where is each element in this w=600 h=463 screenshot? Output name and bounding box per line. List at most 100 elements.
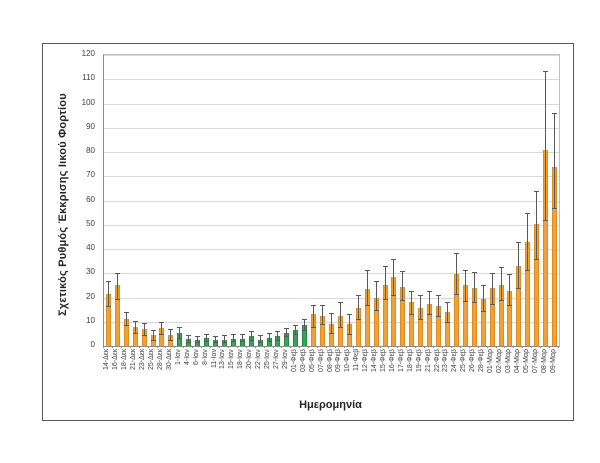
x-tick-mark [495,346,497,348]
error-bar-cap [436,295,442,297]
error-bar-cap [150,330,156,332]
error-bar [161,321,163,334]
bar [525,241,531,346]
bar [534,223,540,346]
error-bar-cap [141,335,147,337]
x-tick-label: 25-Ιαν [264,349,272,369]
error-bar-cap [552,207,558,209]
bar [248,336,254,346]
x-tick-mark [227,346,229,348]
error-bar-cap [364,269,370,271]
x-tick-label: 28-Φεβ [478,349,486,372]
bar [543,149,549,346]
x-tick-mark [442,346,444,348]
x-tick-mark [531,346,533,348]
x-tick-mark [468,346,470,348]
bar [453,274,459,346]
x-tick-mark [334,346,336,348]
error-bar-cap [123,325,129,327]
gridline [104,200,559,202]
x-tick-mark [210,346,212,348]
gridline [104,249,559,250]
error-bar-cap [382,265,388,267]
bar [293,330,299,346]
bar [507,291,513,346]
y-tick-label: 20 [86,291,95,301]
error-bar [357,295,359,320]
error-bar-cap [266,341,272,343]
x-tick-label: 27-Ιαν [272,349,280,369]
x-tick-label: 02-Μαρ [496,349,503,373]
error-bar-cap [329,332,334,334]
gridline [104,176,559,178]
error-bar-cap [400,270,406,272]
x-tick-mark [433,346,435,348]
error-bar-cap [204,333,210,335]
error-bar [527,212,529,270]
error-bar-cap [516,241,522,243]
bar [480,298,486,346]
error-bar-cap [373,280,379,282]
error-bar [197,336,199,343]
error-bar [482,285,484,311]
x-tick-label: 08-Μαρ [540,349,548,373]
error-bar-cap [114,273,120,275]
y-tick-label: 110 [82,73,95,83]
error-bar-cap [409,314,415,316]
x-tick-mark [174,346,176,348]
error-bar-cap [453,293,459,295]
x-tick-mark [388,346,390,348]
x-tick-label: 18-Φεβ [406,349,414,372]
x-tick-mark [165,346,167,348]
x-tick-mark [424,346,426,348]
error-bar-cap [195,342,201,344]
y-axis-ticks: 0 10 20 30 40 50 60 70 80 90 100 110 120 [43,49,99,349]
x-tick-label: 16-Φεβ [388,349,396,372]
error-bar-cap [168,339,174,341]
error-bar-cap [150,339,156,341]
y-tick-label: 90 [86,121,95,131]
error-bar [509,274,511,305]
x-tick-label: 11-Φεβ [353,349,361,372]
error-bar-cap [293,325,299,327]
error-bar [420,295,422,320]
y-tick-label: 10 [86,315,95,325]
x-tick-mark [290,346,292,348]
y-tick-label: 80 [86,146,95,155]
error-bar-cap [275,339,281,341]
error-bar-cap [507,274,513,276]
error-bar-cap [436,315,442,317]
gridline [104,127,559,129]
bar [391,276,397,346]
error-bar-cap [391,258,397,260]
error-bar [206,333,208,342]
x-tick-label: 03-Μαρ [504,349,512,373]
error-bar-cap [311,304,317,306]
x-tick-label: 6-Ιαν [192,349,200,365]
error-bar-cap [418,295,424,297]
y-tick-label: 30 [86,267,95,277]
error-bar [304,319,306,331]
error-bar [268,332,270,342]
error-bar-cap [462,301,468,303]
error-bar-cap [471,272,477,274]
error-bar-cap [498,299,504,301]
x-tick-label: 22-Ιαν [255,349,263,369]
x-tick-mark [201,346,203,348]
error-bar-cap [453,252,459,254]
x-tick-mark [120,346,122,348]
error-bar [170,329,172,340]
error-bar [250,331,252,340]
x-tick-mark [379,346,381,348]
error-bar [188,335,190,343]
x-tick-mark [361,346,363,348]
x-tick-label: 19-Φεβ [415,349,423,372]
x-tick-mark [156,346,158,348]
error-bar [491,273,493,304]
bar [409,302,415,346]
x-tick-mark [281,346,283,348]
bar [552,166,558,346]
x-tick-mark [138,346,140,348]
error-bar [134,320,136,333]
error-bar [125,312,127,326]
